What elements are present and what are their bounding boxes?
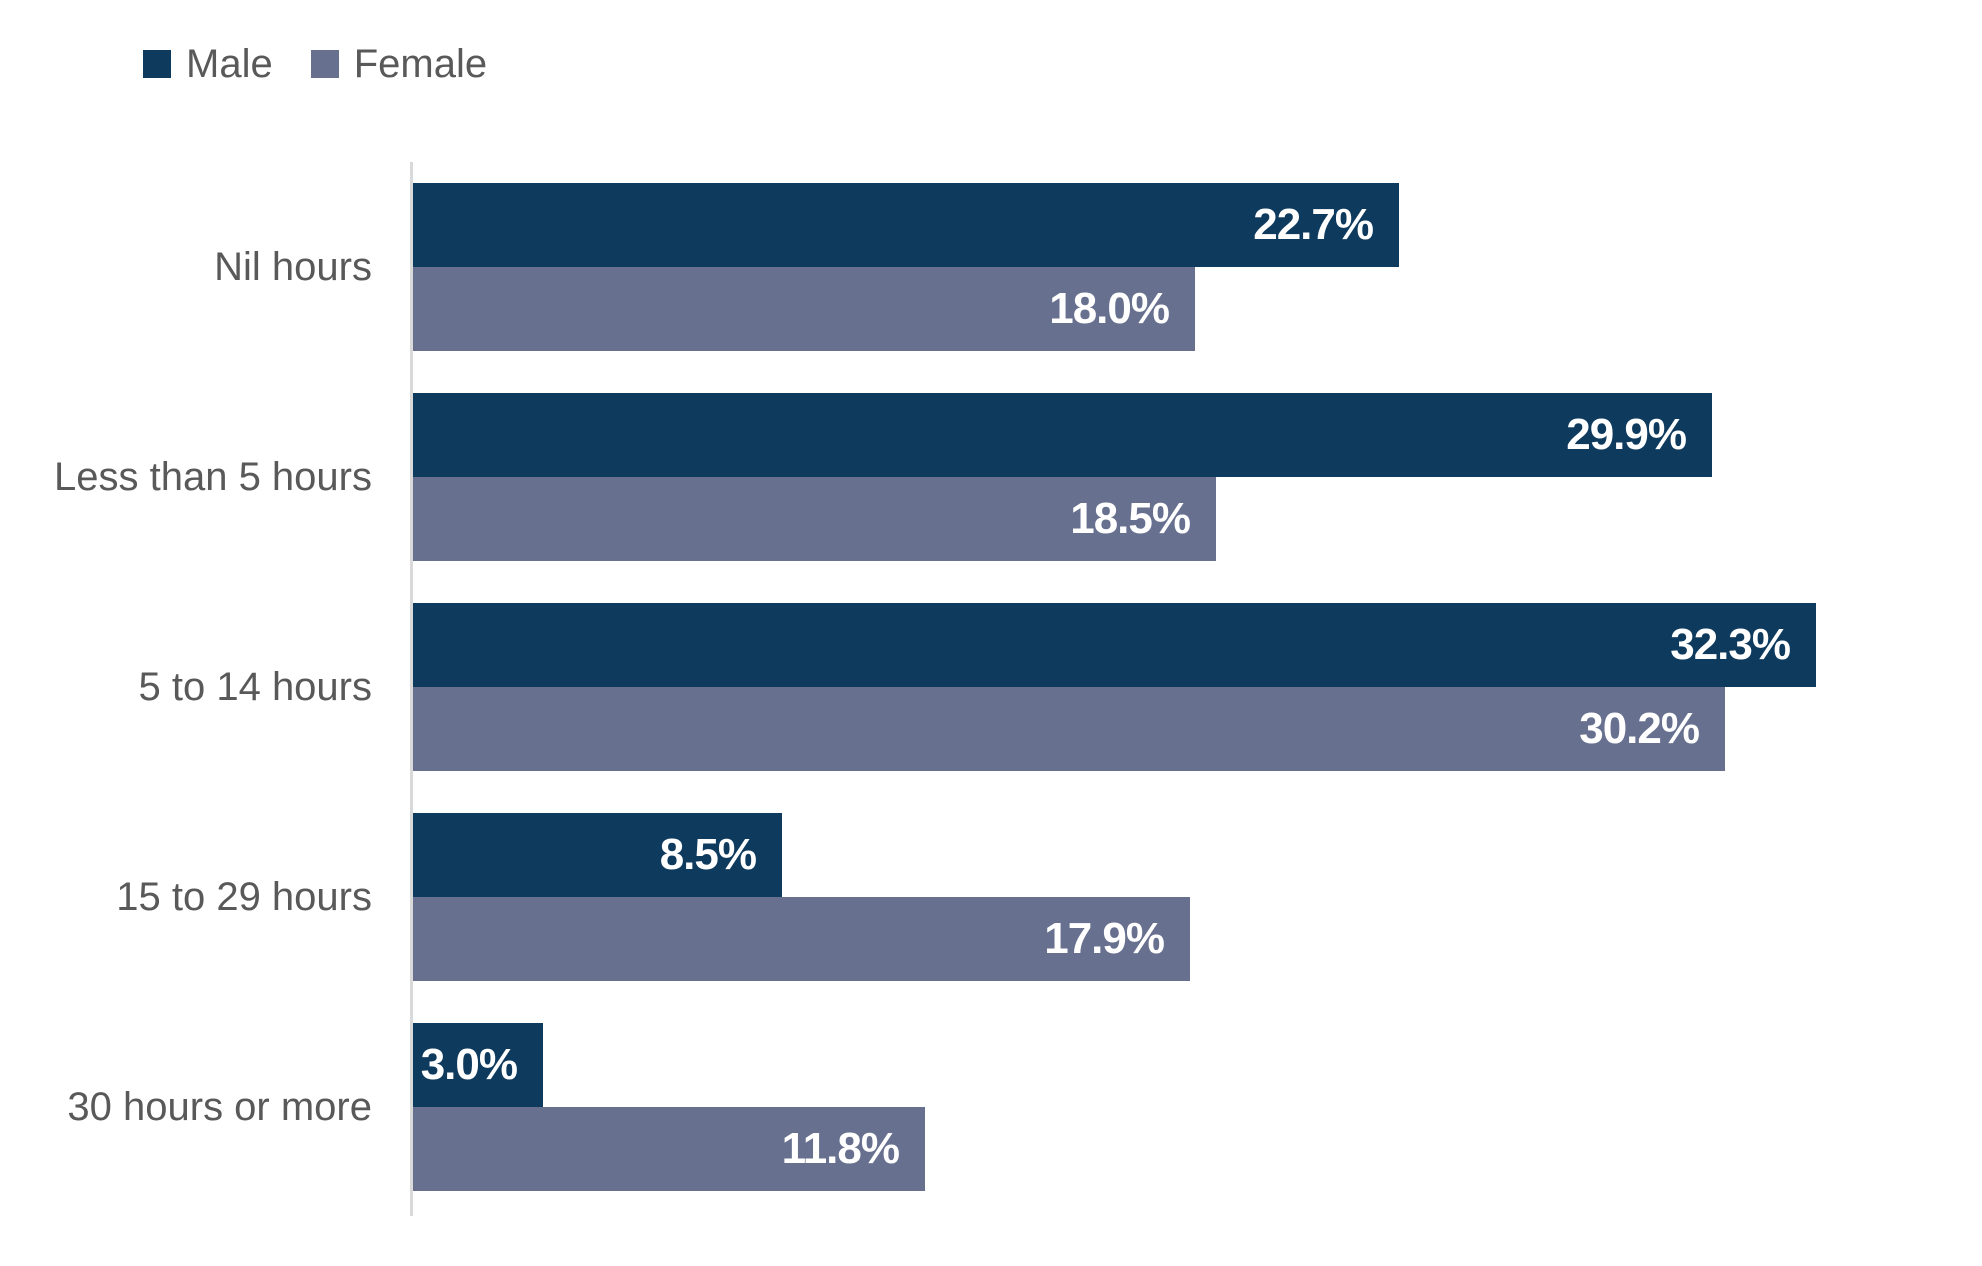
value-label-male: 3.0% <box>420 1040 518 1089</box>
value-label-male: 29.9% <box>1566 410 1687 459</box>
legend-label-male: Male <box>186 42 273 86</box>
category-label: Nil hours <box>214 244 372 289</box>
y-axis-line <box>410 162 413 1216</box>
legend: Male Female <box>143 44 487 84</box>
legend-swatch-female-icon <box>310 50 339 78</box>
value-label-female: 17.9% <box>1044 914 1165 963</box>
bar-female: 18.0% <box>413 267 1195 351</box>
category-row: Nil hours 22.7% 18.0% <box>0 162 1982 372</box>
legend-swatch-male-icon <box>143 50 171 78</box>
category-row: Less than 5 hours 29.9% 18.5% <box>0 372 1982 582</box>
legend-label-female: Female <box>353 42 488 86</box>
bar-female: 30.2% <box>413 687 1725 771</box>
category-row: 5 to 14 hours 32.3% 30.2% <box>0 582 1982 792</box>
legend-item-male: Male <box>143 44 273 84</box>
value-label-female: 30.2% <box>1579 704 1700 753</box>
value-label-male: 22.7% <box>1253 200 1374 249</box>
legend-item-female: Female <box>310 42 488 86</box>
value-label-female: 11.8% <box>781 1124 900 1173</box>
bar-female: 17.9% <box>413 897 1190 981</box>
category-label: Less than 5 hours <box>54 454 372 499</box>
plot-area: Nil hours 22.7% 18.0% Less than 5 hours 29.9… <box>0 162 1982 1212</box>
category-row: 30 hours or more 3.0% 11.8% <box>0 1002 1982 1212</box>
bar-male: 8.5% <box>413 813 782 897</box>
bar-male: 32.3% <box>413 603 1816 687</box>
bar-male: 29.9% <box>413 393 1712 477</box>
value-label-male: 8.5% <box>659 830 757 879</box>
bar-male: 3.0% <box>413 1023 543 1107</box>
bar-female: 18.5% <box>413 477 1216 561</box>
value-label-male: 32.3% <box>1670 620 1791 669</box>
value-label-female: 18.0% <box>1049 284 1170 333</box>
category-row: 15 to 29 hours 8.5% 17.9% <box>0 792 1982 1002</box>
bar-male: 22.7% <box>413 183 1399 267</box>
category-label: 30 hours or more <box>67 1084 372 1129</box>
category-label: 5 to 14 hours <box>138 664 373 709</box>
category-label: 15 to 29 hours <box>116 874 372 919</box>
bar-female: 11.8% <box>413 1107 925 1191</box>
value-label-female: 18.5% <box>1070 494 1191 543</box>
